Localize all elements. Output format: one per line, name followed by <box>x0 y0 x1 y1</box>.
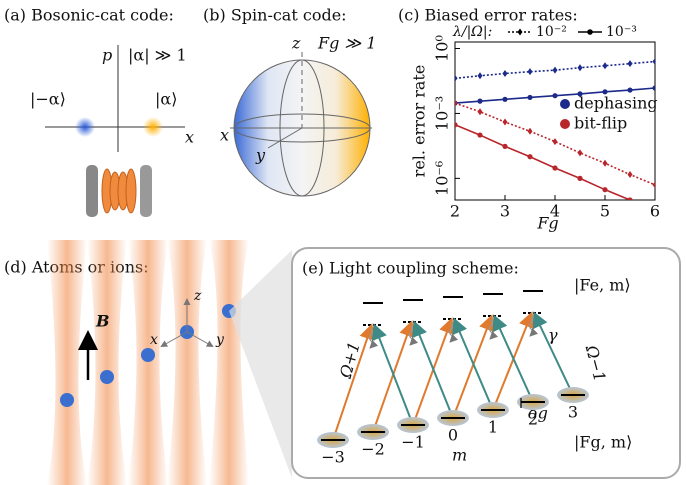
marker <box>628 60 633 67</box>
legend-title: λ/|Ω|: <box>452 24 492 40</box>
axis-label: x <box>150 332 158 348</box>
m-value: −1 <box>401 433 425 452</box>
panel-title: (b) Spin-cat code: <box>203 6 347 25</box>
marker <box>478 72 483 79</box>
condition: |α| ≫ 1 <box>128 46 187 65</box>
panel-a: (a) Bosonic-cat code: p |α| ≫ 1 |−α⟩ |α⟩… <box>4 6 194 218</box>
marker <box>502 97 507 102</box>
x-tick-label: 6 <box>650 202 660 221</box>
marker <box>452 122 457 127</box>
laser-beam <box>167 240 207 485</box>
marker <box>652 85 657 90</box>
axis-label: y <box>215 332 225 348</box>
laser-beam <box>128 240 168 485</box>
marker <box>552 93 557 98</box>
legend-label: 10⁻³ <box>606 24 637 40</box>
marker <box>627 197 632 202</box>
axis-label: z <box>291 34 301 53</box>
marker <box>578 149 583 156</box>
marker <box>653 58 658 65</box>
state-label: |α⟩ <box>155 90 177 109</box>
m-value: −3 <box>321 448 345 467</box>
m-value: −2 <box>361 440 385 459</box>
panel-title: (e) Light coupling scheme: <box>302 259 519 278</box>
y-tick-label: 10⁻³ <box>433 96 452 131</box>
marker <box>502 144 507 149</box>
blob <box>75 117 95 137</box>
y-tick-label: 10⁰ <box>433 35 452 62</box>
legend-marker <box>587 29 593 35</box>
atom <box>60 393 74 407</box>
marker <box>477 132 482 137</box>
m-value: 0 <box>448 426 458 445</box>
laser-beam <box>47 240 87 485</box>
marker <box>503 70 508 77</box>
marker <box>603 160 608 167</box>
cavity <box>86 165 152 217</box>
legend-marker <box>518 29 523 36</box>
legend-swatch <box>560 119 570 129</box>
laser-beam <box>87 240 127 485</box>
m-label: m <box>452 446 467 465</box>
panel-c: (c) Biased error rates: Fg rel. error ra… <box>398 6 660 233</box>
panel-b: (b) Spin-cat code: z Fg ≫ 1 x y <box>203 6 376 197</box>
m-value: 3 <box>568 403 578 422</box>
marker <box>527 95 532 100</box>
legend-label: bit-flip <box>574 114 627 133</box>
axis-label: x <box>220 126 229 145</box>
marker <box>527 154 532 159</box>
chart-title: (c) Biased error rates: <box>398 6 578 25</box>
marker <box>577 176 582 181</box>
atom <box>100 370 114 384</box>
marker <box>603 62 608 69</box>
condition: Fg ≫ 1 <box>317 34 376 53</box>
marker <box>653 181 658 188</box>
marker <box>553 138 558 145</box>
level-label: |Fe, m⟩ <box>574 276 631 295</box>
laser-beam <box>209 240 249 485</box>
m-value: 1 <box>488 418 498 437</box>
axis-label: p <box>102 46 112 65</box>
marker <box>528 128 533 135</box>
marker <box>453 75 458 82</box>
axis-label: z <box>193 288 202 304</box>
legend-label: dephasing <box>574 94 658 113</box>
marker <box>478 108 483 115</box>
plot-area <box>452 58 657 214</box>
marker <box>453 100 458 107</box>
x-tick-label: 4 <box>550 202 560 221</box>
marker <box>628 171 633 178</box>
figure: (a) Bosonic-cat code: p |α| ≫ 1 |−α⟩ |α⟩… <box>0 0 686 485</box>
marker <box>602 187 607 192</box>
marker <box>578 64 583 71</box>
blob <box>143 117 163 137</box>
field-label: B <box>95 312 110 331</box>
marker <box>627 87 632 92</box>
axis-label: y <box>255 146 266 165</box>
x-tick-label: 3 <box>500 202 510 221</box>
panel-e: (e) Light coupling scheme: |Fe, m⟩ |Fg, … <box>229 248 680 478</box>
axis-label: x <box>185 128 194 147</box>
m-value: 2 <box>528 410 538 429</box>
y-tick-label: 10⁻⁶ <box>433 161 452 196</box>
decay-label: γ <box>548 326 558 345</box>
legend-swatch <box>560 99 570 109</box>
panel-title: (a) Bosonic-cat code: <box>4 6 174 25</box>
marker <box>552 165 557 170</box>
state-label: |−α⟩ <box>30 90 66 109</box>
atom <box>141 348 155 362</box>
marker <box>528 68 533 75</box>
x-tick-label: 2 <box>450 202 460 221</box>
marker <box>553 67 558 74</box>
legend-label: 10⁻² <box>536 24 567 40</box>
marker <box>477 99 482 104</box>
y-axis-label: rel. error rate <box>410 65 429 178</box>
x-tick-label: 5 <box>600 202 610 221</box>
level-label: |Fg, m⟩ <box>574 433 632 452</box>
marker <box>503 119 508 126</box>
